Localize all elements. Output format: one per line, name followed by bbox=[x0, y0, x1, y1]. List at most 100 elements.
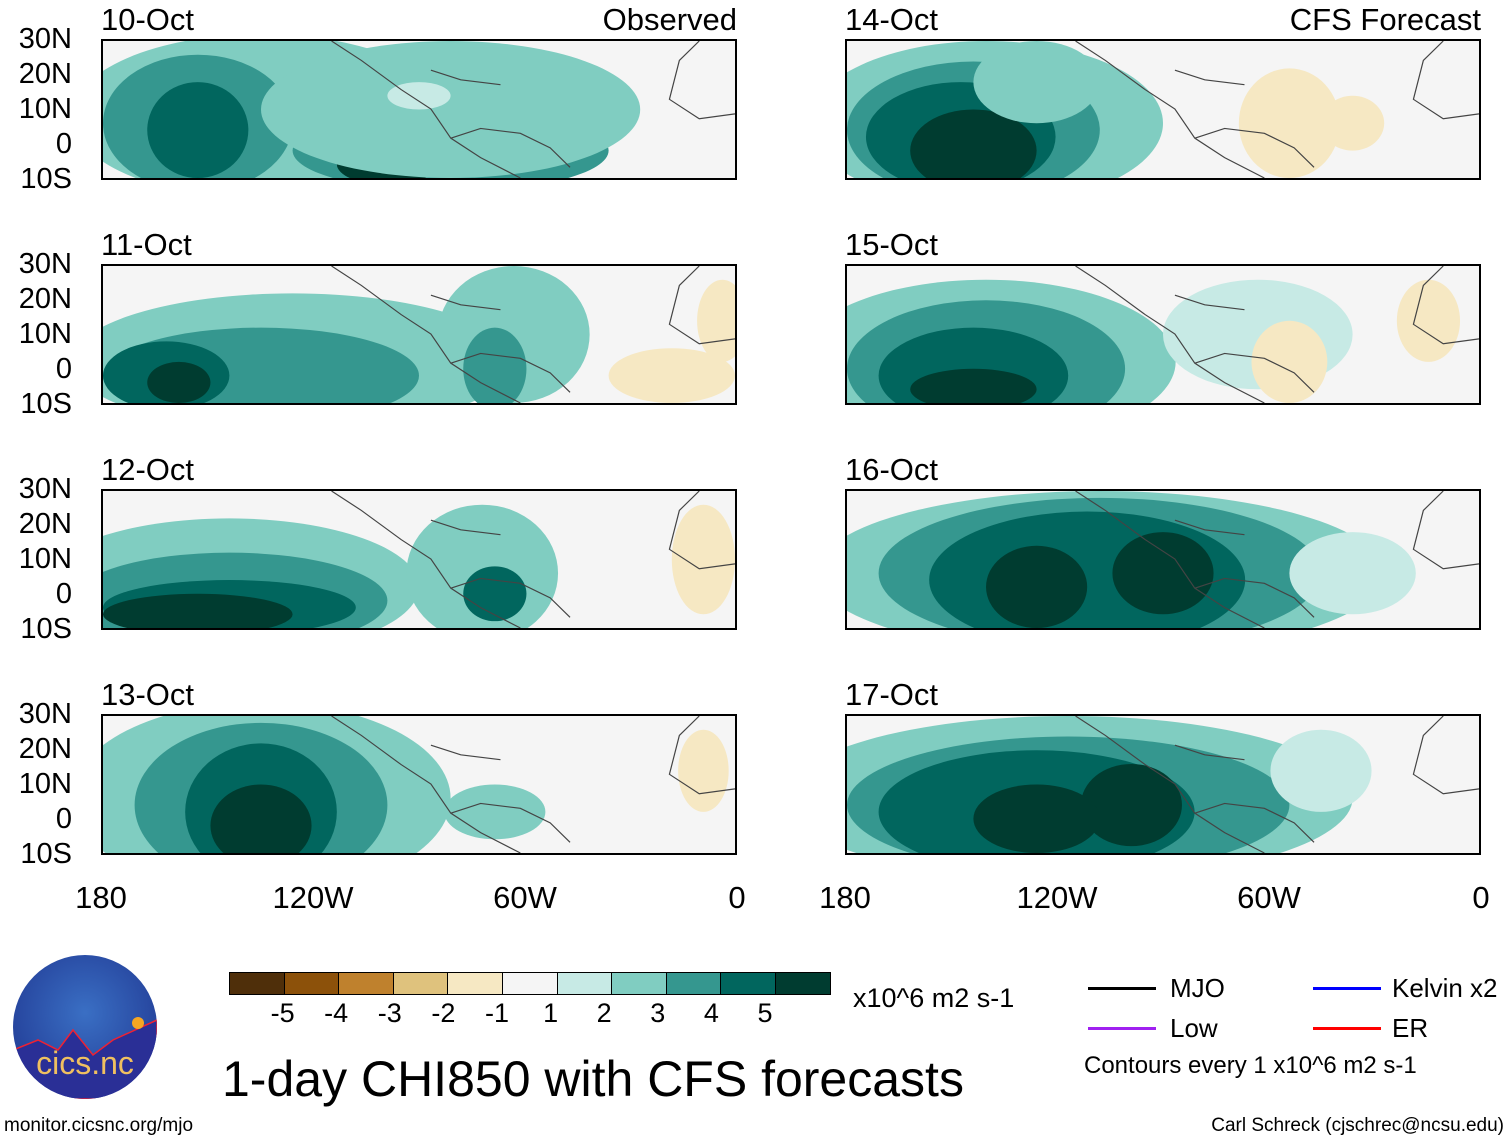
shading-region bbox=[463, 327, 527, 403]
colorbar-tick: 2 bbox=[596, 998, 612, 1028]
lon-label: 180 bbox=[819, 880, 871, 915]
shading-region bbox=[463, 566, 527, 622]
shading-region bbox=[147, 361, 211, 403]
lat-label: 30N bbox=[18, 248, 72, 280]
shading-region bbox=[1112, 532, 1214, 615]
colorbar-swatch bbox=[666, 973, 722, 994]
map-panel bbox=[845, 39, 1481, 180]
lat-label: 10N bbox=[18, 93, 72, 125]
lat-label: 20N bbox=[18, 508, 72, 540]
lat-label: 30N bbox=[18, 698, 72, 730]
colorbar bbox=[229, 972, 831, 995]
panel-date: 17-Oct bbox=[845, 677, 939, 712]
coastline bbox=[1075, 266, 1479, 403]
colorbar-swatch bbox=[393, 973, 449, 994]
colorbar-tick: 4 bbox=[703, 998, 719, 1028]
coastline bbox=[1075, 491, 1479, 628]
shading-region bbox=[103, 593, 293, 628]
shading-region bbox=[387, 82, 451, 110]
lat-label: 10N bbox=[18, 318, 72, 350]
shading-region bbox=[671, 504, 735, 615]
shading-region bbox=[1238, 68, 1340, 178]
shading-region bbox=[973, 784, 1100, 853]
colorbar-swatch bbox=[339, 973, 394, 994]
coastline bbox=[331, 491, 735, 628]
panel-tag: Observed bbox=[602, 2, 737, 37]
colorbar-swatch bbox=[448, 973, 503, 994]
lat-label: 10S bbox=[20, 163, 72, 195]
panel-date: 12-Oct bbox=[101, 452, 195, 487]
lon-label: 60W bbox=[493, 880, 557, 915]
lon-label: 180 bbox=[75, 880, 127, 915]
shading-region bbox=[1080, 763, 1182, 847]
coastline bbox=[331, 41, 735, 178]
colorbar-tick: -3 bbox=[377, 998, 402, 1028]
coastline bbox=[331, 266, 735, 403]
colorbar-tick: -4 bbox=[324, 998, 349, 1028]
lat-label: 10S bbox=[20, 838, 72, 870]
contour-note: Contours every 1 x10^6 m2 s-1 bbox=[1084, 1052, 1417, 1079]
lon-label: 120W bbox=[1016, 880, 1098, 915]
lat-label: 10S bbox=[20, 613, 72, 645]
panel-date: 11-Oct bbox=[101, 227, 192, 262]
map-panel bbox=[101, 489, 737, 630]
cics-logo: cics.nc bbox=[13, 955, 157, 1099]
shading-region bbox=[608, 348, 735, 403]
lat-label: 30N bbox=[18, 473, 72, 505]
lat-label: 10N bbox=[18, 768, 72, 800]
lon-label: 120W bbox=[272, 880, 354, 915]
colorbar-swatch bbox=[502, 973, 558, 994]
legend-label: Kelvin x2 bbox=[1392, 973, 1498, 1003]
panel-date: 10-Oct bbox=[101, 2, 195, 37]
map-panel bbox=[101, 264, 737, 405]
shading-region bbox=[678, 729, 729, 812]
shading-region bbox=[697, 279, 735, 362]
map-panel bbox=[845, 264, 1481, 405]
map-panel bbox=[101, 39, 737, 180]
lat-label: 30N bbox=[18, 23, 72, 55]
lat-label: 10S bbox=[20, 388, 72, 420]
shading-region bbox=[910, 368, 1037, 403]
shading-region bbox=[910, 109, 1037, 178]
coastline bbox=[1075, 716, 1479, 853]
lon-label: 0 bbox=[1472, 880, 1490, 915]
lon-label: 0 bbox=[728, 880, 746, 915]
shading-region bbox=[1251, 320, 1328, 403]
lat-label: 20N bbox=[18, 283, 72, 315]
footer-left: monitor.cicsnc.org/mjo bbox=[4, 1115, 194, 1136]
legend-label: MJO bbox=[1170, 973, 1225, 1003]
colorbar-units: x10^6 m2 s-1 bbox=[853, 983, 1015, 1013]
lat-label: 20N bbox=[18, 58, 72, 90]
colorbar-swatch bbox=[230, 973, 285, 994]
panel-tag: CFS Forecast bbox=[1289, 2, 1481, 37]
shading-region bbox=[210, 784, 312, 853]
map-panel bbox=[845, 714, 1481, 855]
colorbar-swatch bbox=[775, 973, 830, 994]
lat-label: 0 bbox=[55, 803, 72, 835]
lat-label: 0 bbox=[55, 128, 72, 160]
colorbar-tick: -1 bbox=[484, 998, 509, 1028]
colorbar-tick: -5 bbox=[270, 998, 295, 1028]
map-panel bbox=[101, 714, 737, 855]
lon-label: 60W bbox=[1237, 880, 1301, 915]
legend-line-kelvin-x2 bbox=[1313, 987, 1381, 990]
shading-region bbox=[1289, 532, 1416, 615]
lat-label: 0 bbox=[55, 353, 72, 385]
colorbar-tick: -2 bbox=[431, 998, 456, 1028]
lat-label: 10N bbox=[18, 543, 72, 575]
coastline bbox=[1075, 41, 1479, 178]
map-panel bbox=[845, 489, 1481, 630]
colorbar-tick: 5 bbox=[757, 998, 773, 1028]
colorbar-swatch bbox=[284, 973, 340, 994]
shading-region bbox=[986, 545, 1088, 628]
panel-date: 13-Oct bbox=[101, 677, 195, 712]
shading-region bbox=[261, 41, 641, 178]
lat-label: 0 bbox=[55, 578, 72, 610]
legend-label: Low bbox=[1170, 1013, 1218, 1043]
colorbar-tick: 1 bbox=[543, 998, 559, 1028]
panel-date: 15-Oct bbox=[845, 227, 939, 262]
colorbar-swatch bbox=[612, 973, 667, 994]
colorbar-tick: 3 bbox=[650, 998, 666, 1028]
shading-region bbox=[1321, 95, 1385, 151]
